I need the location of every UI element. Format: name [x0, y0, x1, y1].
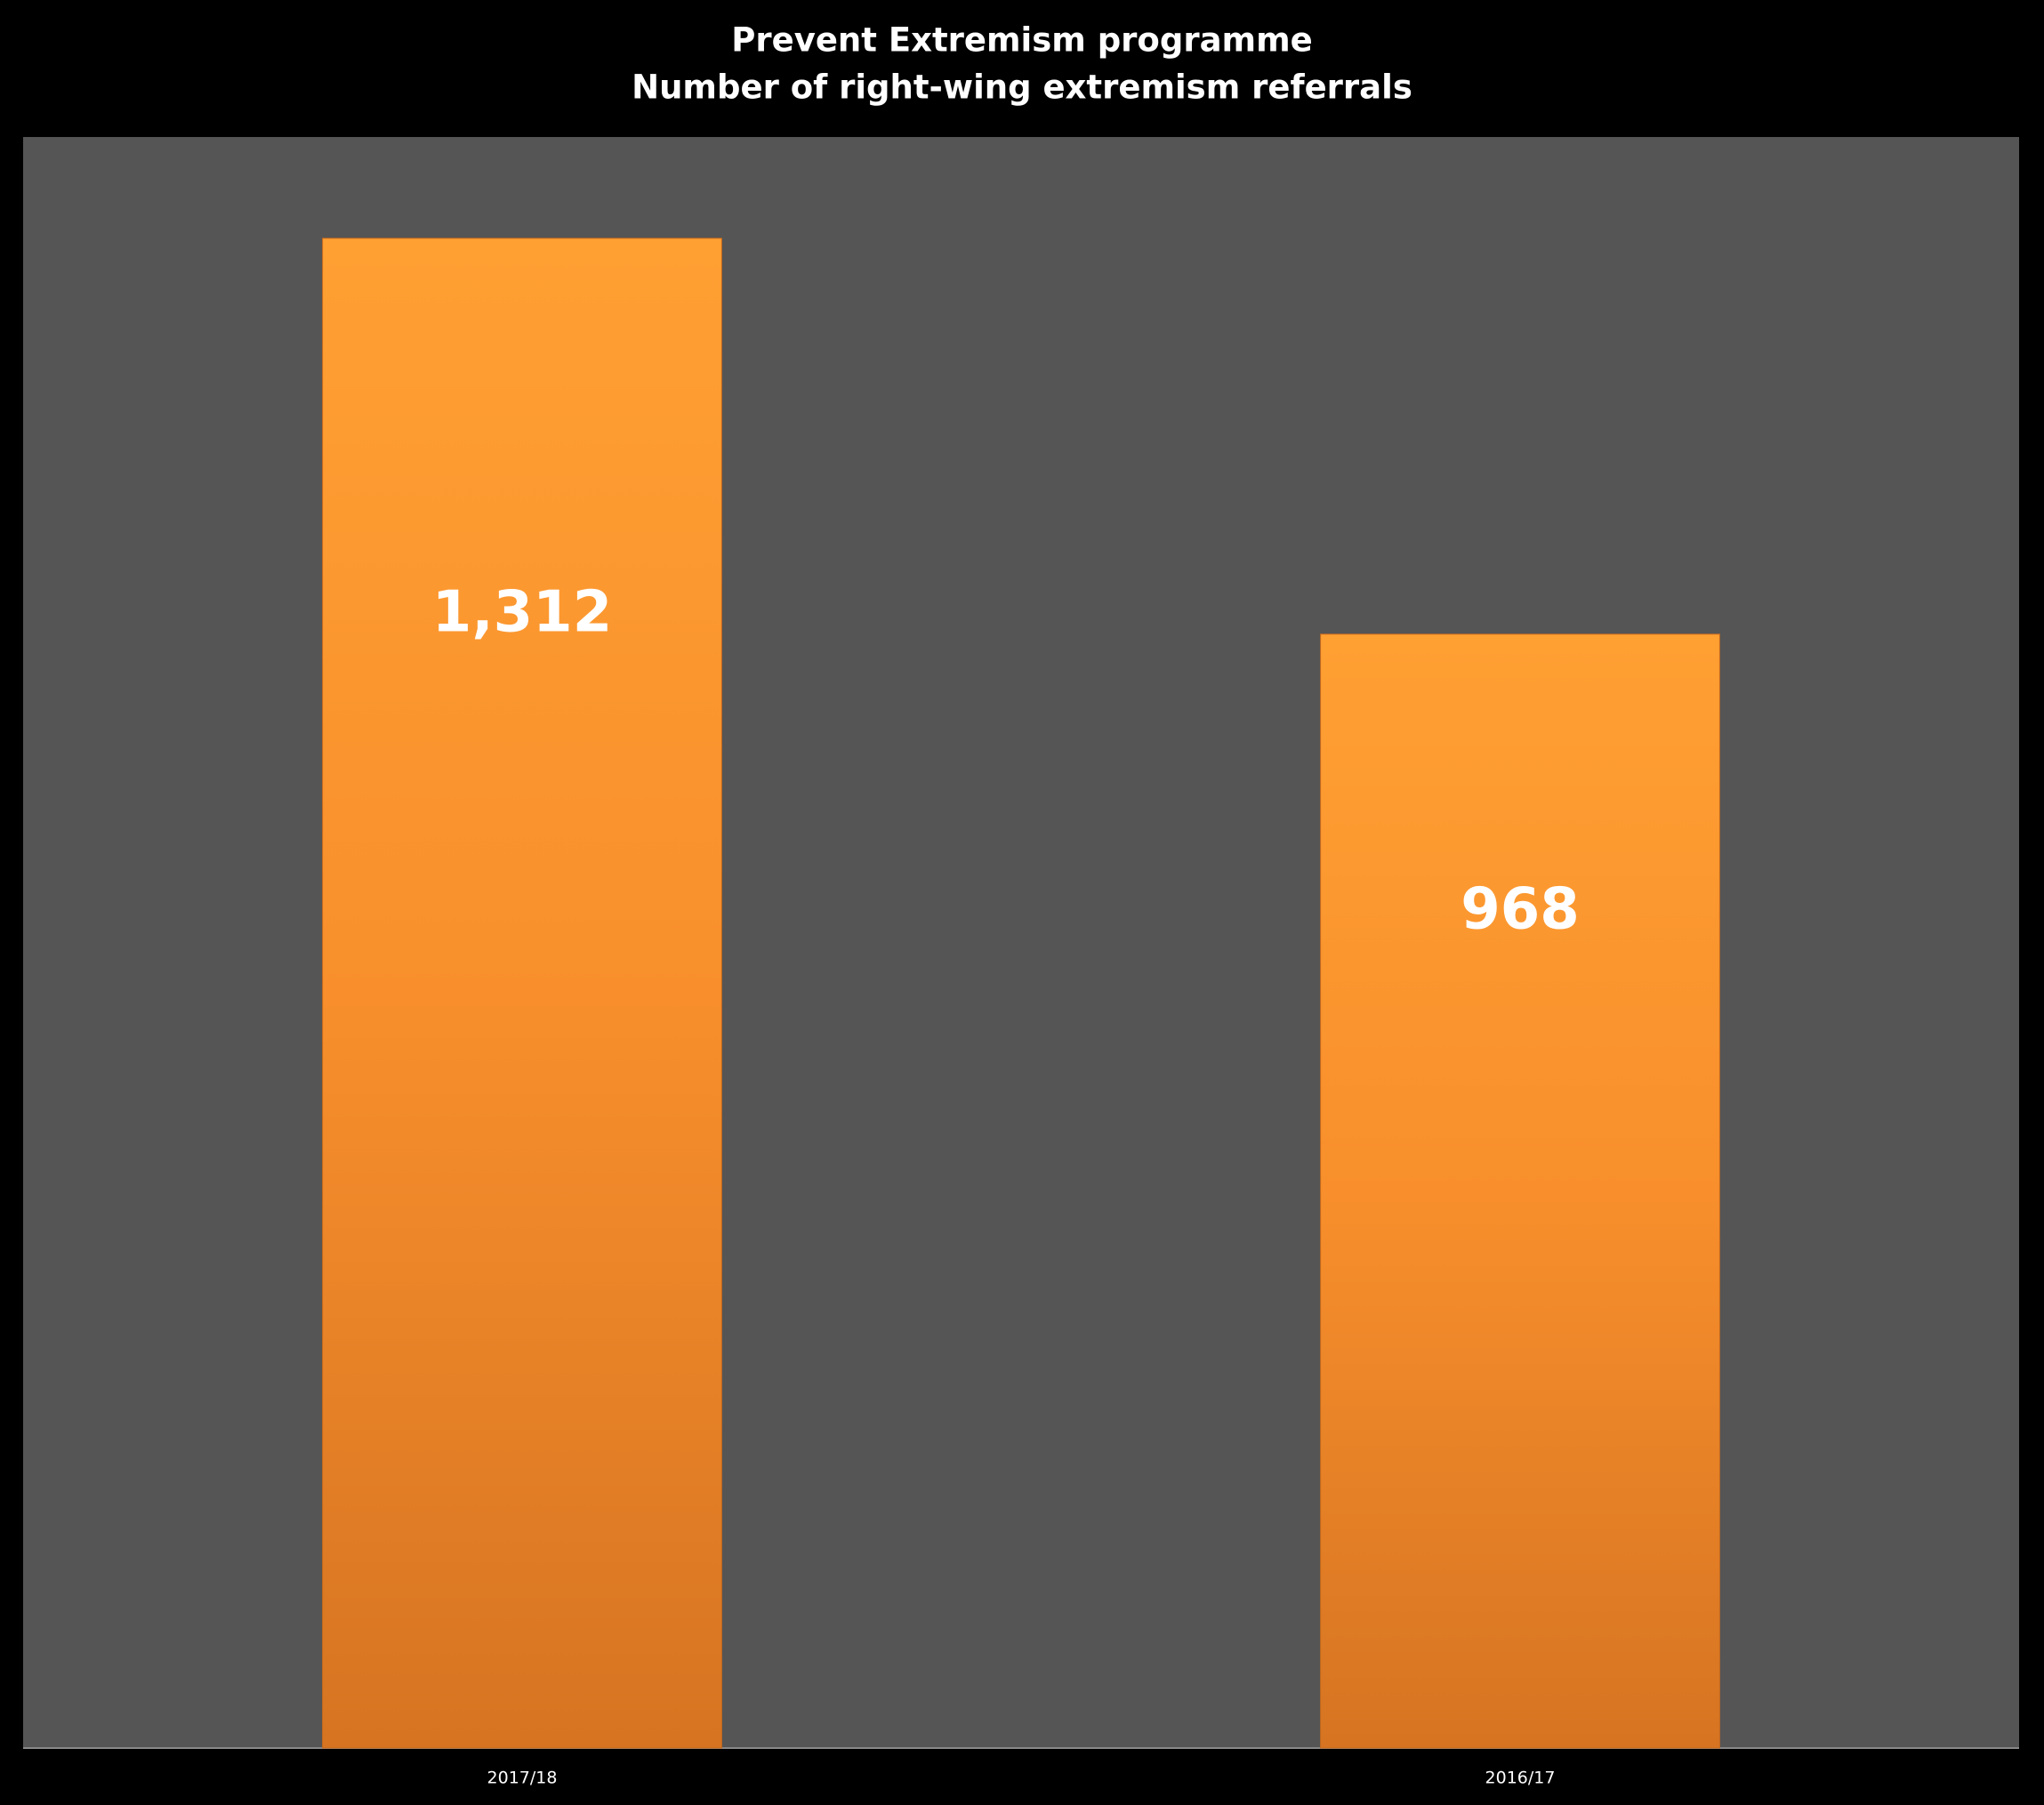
value-label: 1,312: [432, 580, 612, 646]
x-tick-label: 2017/18: [487, 1769, 558, 1788]
value-label: 968: [1461, 876, 1580, 942]
bar: [322, 238, 722, 1749]
chart-title: Prevent Extremism programme: [731, 21, 1313, 60]
bar: [1320, 633, 1720, 1749]
chart-subtitle: Number of right-wing extremism referrals: [632, 68, 1412, 107]
x-tick-label: 2016/17: [1485, 1769, 1556, 1788]
